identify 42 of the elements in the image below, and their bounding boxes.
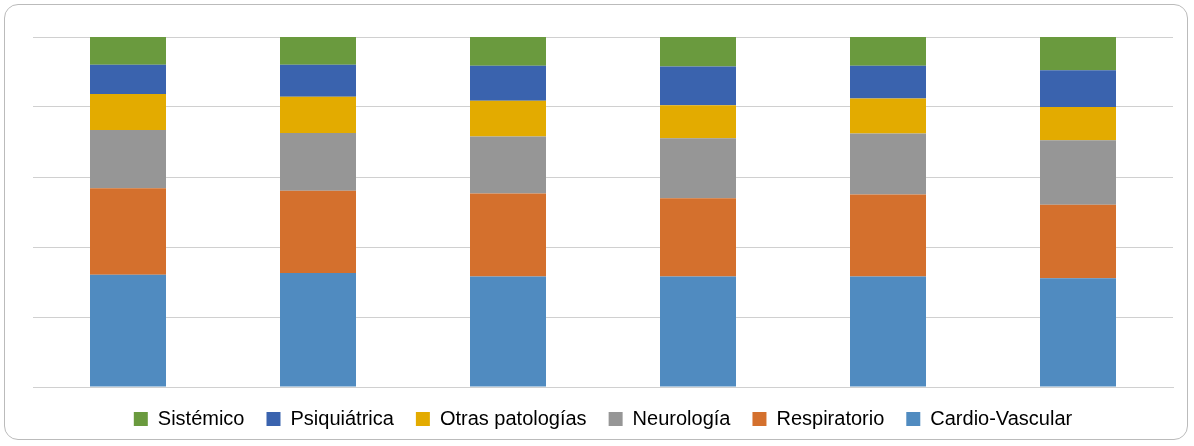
bar xyxy=(280,190,356,273)
legend-label: Cardio-Vascular xyxy=(930,406,1073,429)
legend-label: Otras patologías xyxy=(439,406,587,429)
bar xyxy=(280,37,356,65)
bar xyxy=(280,132,356,191)
bar xyxy=(660,66,736,106)
bar xyxy=(280,64,356,97)
bar xyxy=(90,130,166,189)
bar xyxy=(660,138,736,199)
bar xyxy=(280,96,356,133)
legend-label: Neurología xyxy=(632,406,732,429)
legend-label: Respiratorio xyxy=(776,406,885,429)
bar xyxy=(1040,278,1116,387)
bar xyxy=(1040,70,1116,107)
bar xyxy=(1040,37,1116,71)
bar xyxy=(90,188,166,275)
bar xyxy=(1040,204,1116,279)
bar xyxy=(90,94,166,131)
legend-label: Psiquiátrica xyxy=(290,406,395,429)
bar xyxy=(660,105,736,139)
bar xyxy=(1040,107,1116,141)
bar xyxy=(90,64,166,95)
bar xyxy=(470,193,546,277)
bar xyxy=(470,276,546,387)
bar xyxy=(850,37,926,66)
bar xyxy=(850,98,926,134)
bar xyxy=(850,133,926,195)
bar xyxy=(90,274,166,387)
bar xyxy=(660,37,736,67)
legend-label: Sistémico xyxy=(157,406,245,429)
bar xyxy=(850,65,926,99)
bar xyxy=(90,37,166,65)
bar xyxy=(850,194,926,277)
bar xyxy=(280,272,356,387)
bar xyxy=(470,100,546,137)
bar xyxy=(660,276,736,387)
bar xyxy=(660,198,736,277)
bar xyxy=(470,37,546,66)
bar xyxy=(850,276,926,387)
bar xyxy=(470,65,546,101)
bar xyxy=(470,136,546,194)
bar xyxy=(1040,140,1116,205)
